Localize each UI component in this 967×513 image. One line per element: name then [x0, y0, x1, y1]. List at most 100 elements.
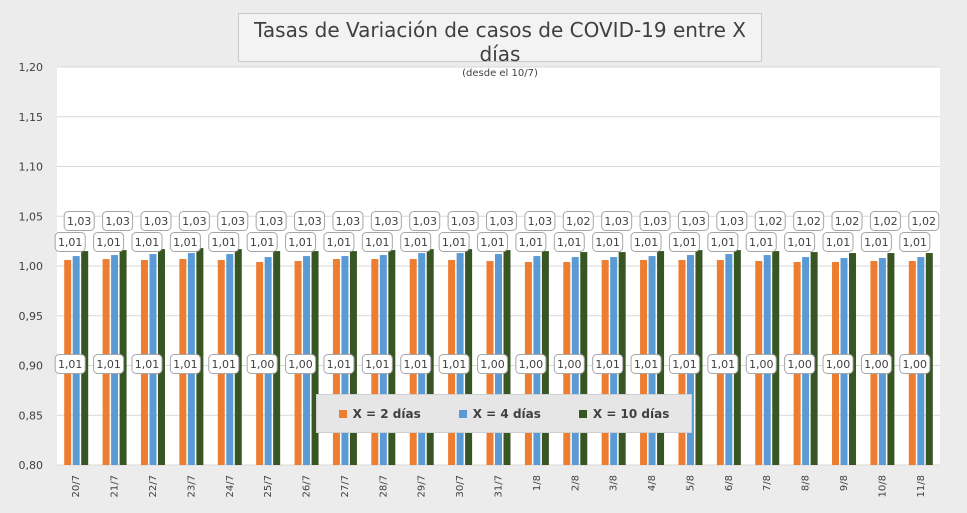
svg-text:1,02: 1,02: [796, 215, 821, 228]
svg-text:1,01: 1,01: [58, 236, 83, 249]
svg-text:1,01: 1,01: [365, 236, 390, 249]
data-label-x10: 1,02: [908, 211, 940, 231]
data-label-x4: 1,01: [668, 232, 700, 252]
x-tick-label: 7/8: [762, 475, 773, 491]
data-label-x4: 1,01: [285, 232, 317, 252]
y-tick-label: 0,80: [19, 459, 44, 472]
legend: X = 2 días X = 4 días X = 10 días: [316, 394, 692, 433]
svg-text:1,01: 1,01: [135, 358, 160, 371]
svg-text:1,01: 1,01: [711, 236, 736, 249]
x-tick-label: 10/8: [877, 475, 888, 497]
svg-text:1,01: 1,01: [327, 358, 352, 371]
data-label-x2: 1,00: [860, 354, 892, 374]
data-label-x4: 1,01: [54, 232, 86, 252]
data-label-x2: 1,01: [592, 354, 624, 374]
svg-text:1,01: 1,01: [634, 358, 659, 371]
y-tick-label: 0,85: [19, 409, 44, 422]
data-label-x2: 1,01: [400, 354, 432, 374]
svg-text:1,01: 1,01: [519, 236, 544, 249]
svg-text:1,03: 1,03: [105, 215, 130, 228]
x-tick-label: 8/8: [801, 475, 812, 491]
data-label-x10: 1,02: [793, 211, 825, 231]
svg-text:1,03: 1,03: [528, 215, 553, 228]
data-label-x4: 1,01: [208, 232, 240, 252]
x-tick-label: 20/7: [71, 475, 82, 497]
svg-text:1,01: 1,01: [288, 236, 313, 249]
data-labels: 1,01 1,01 1,03 1,01 1,01 1,03 1,01 1,01 1,03 1,01…: [54, 211, 940, 374]
data-label-x10: 1,03: [217, 211, 249, 231]
data-label-x2: 1,00: [477, 354, 508, 374]
data-label-x10: 1,02: [831, 211, 863, 231]
y-tick-label: 1,10: [19, 161, 44, 174]
svg-text:1,03: 1,03: [336, 215, 361, 228]
svg-text:1,03: 1,03: [643, 215, 668, 228]
svg-text:1,00: 1,00: [903, 358, 928, 371]
legend-swatch-x2: [338, 409, 347, 418]
data-label-x10: 1,02: [869, 211, 901, 231]
x-tick-label: 28/7: [378, 475, 389, 497]
data-label-x4: 1,01: [477, 232, 508, 252]
svg-text:1,01: 1,01: [173, 358, 198, 371]
data-label-x10: 1,02: [754, 211, 786, 231]
svg-text:1,03: 1,03: [144, 215, 169, 228]
svg-text:1,01: 1,01: [442, 236, 467, 249]
svg-text:1,03: 1,03: [297, 215, 322, 228]
data-label-x2: 1,01: [131, 354, 163, 374]
data-label-x2: 1,01: [707, 354, 739, 374]
svg-text:1,01: 1,01: [595, 236, 620, 249]
svg-text:1,03: 1,03: [67, 215, 92, 228]
svg-text:1,01: 1,01: [595, 358, 620, 371]
svg-text:1,01: 1,01: [96, 236, 121, 249]
data-label-x4: 1,01: [745, 232, 777, 252]
svg-text:1,03: 1,03: [451, 215, 476, 228]
legend-item-x10: X = 10 días: [578, 406, 670, 421]
svg-text:1,01: 1,01: [864, 236, 889, 249]
data-label-x2: 1,01: [668, 354, 700, 374]
svg-text:1,02: 1,02: [912, 215, 937, 228]
x-tick-label: 29/7: [417, 475, 428, 497]
svg-text:1,00: 1,00: [480, 358, 505, 371]
data-label-x10: 1,03: [255, 211, 287, 231]
svg-text:1,00: 1,00: [864, 358, 889, 371]
data-label-x10: 1,03: [601, 211, 633, 231]
legend-label-x2: X = 2 días: [352, 406, 421, 421]
x-tick-label: 23/7: [186, 475, 197, 497]
data-label-x4: 1,01: [400, 232, 432, 252]
data-label-x4: 1,01: [361, 232, 393, 252]
legend-label-x10: X = 10 días: [592, 406, 670, 421]
svg-text:1,01: 1,01: [749, 236, 774, 249]
x-tick-label: 4/8: [647, 475, 658, 491]
data-label-x10: 1,03: [102, 211, 134, 231]
data-label-x4: 1,01: [707, 232, 739, 252]
data-label-x10: 1,03: [370, 211, 402, 231]
data-label-x10: 1,03: [140, 211, 172, 231]
y-tick-label: 1,00: [19, 260, 44, 273]
svg-text:1,01: 1,01: [58, 358, 83, 371]
data-label-x4: 1,01: [323, 232, 355, 252]
x-tick-label: 30/7: [455, 475, 466, 497]
svg-text:1,01: 1,01: [672, 358, 697, 371]
x-tick-label: 2/8: [570, 475, 581, 491]
svg-text:1,00: 1,00: [519, 358, 544, 371]
svg-text:1,03: 1,03: [412, 215, 437, 228]
data-label-x10: 1,03: [524, 211, 556, 231]
svg-text:1,01: 1,01: [135, 236, 160, 249]
x-tick-label: 3/8: [609, 475, 620, 491]
data-label-x4: 1,01: [592, 232, 624, 252]
svg-text:1,02: 1,02: [758, 215, 783, 228]
x-tick-label: 1/8: [532, 475, 543, 491]
svg-text:1,01: 1,01: [557, 236, 582, 249]
data-label-x4: 1,01: [860, 232, 892, 252]
data-label-x4: 1,01: [246, 232, 278, 252]
y-tick-label: 1,20: [19, 61, 44, 74]
svg-text:1,01: 1,01: [903, 236, 928, 249]
data-label-x10: 1,03: [486, 211, 517, 231]
x-tick-label: 22/7: [148, 475, 159, 497]
legend-label-x4: X = 4 días: [472, 406, 541, 421]
data-label-x10: 1,02: [562, 211, 594, 231]
data-label-x2: 1,01: [438, 354, 470, 374]
svg-text:1,03: 1,03: [221, 215, 246, 228]
legend-swatch-x4: [458, 409, 467, 418]
x-tick-label: 31/7: [494, 475, 505, 497]
svg-text:1,03: 1,03: [681, 215, 706, 228]
